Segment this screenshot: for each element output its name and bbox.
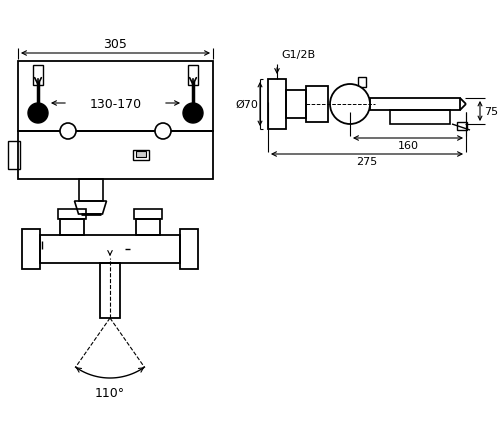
Bar — [306, 87, 328, 123]
Circle shape — [330, 85, 370, 125]
Bar — [457, 123, 467, 131]
Text: 75: 75 — [484, 107, 498, 117]
Bar — [268, 80, 286, 130]
Bar — [132, 151, 148, 161]
Text: 305: 305 — [104, 38, 128, 51]
Text: 110°: 110° — [95, 386, 125, 399]
Bar — [188, 66, 198, 86]
Circle shape — [28, 104, 48, 124]
Bar — [22, 230, 40, 270]
Bar — [60, 220, 84, 236]
Circle shape — [60, 124, 76, 140]
Bar — [134, 210, 162, 220]
Bar — [136, 220, 160, 236]
Text: 160: 160 — [398, 141, 418, 151]
Text: Ø70: Ø70 — [235, 100, 258, 110]
Bar — [100, 263, 120, 318]
Bar — [8, 141, 20, 170]
Bar — [136, 151, 145, 158]
Bar — [286, 91, 306, 119]
Bar — [78, 180, 102, 201]
Bar — [180, 230, 198, 270]
Bar — [390, 111, 450, 125]
Circle shape — [155, 124, 171, 140]
Bar — [358, 78, 366, 88]
Bar — [18, 62, 213, 132]
Text: 130-170: 130-170 — [90, 97, 142, 110]
Bar — [40, 236, 180, 263]
Text: G1/2B: G1/2B — [281, 50, 315, 60]
Bar — [58, 210, 86, 220]
Bar — [33, 66, 43, 86]
Text: 275: 275 — [356, 157, 378, 167]
Circle shape — [183, 104, 203, 124]
Bar — [18, 132, 213, 180]
Bar — [370, 99, 460, 111]
